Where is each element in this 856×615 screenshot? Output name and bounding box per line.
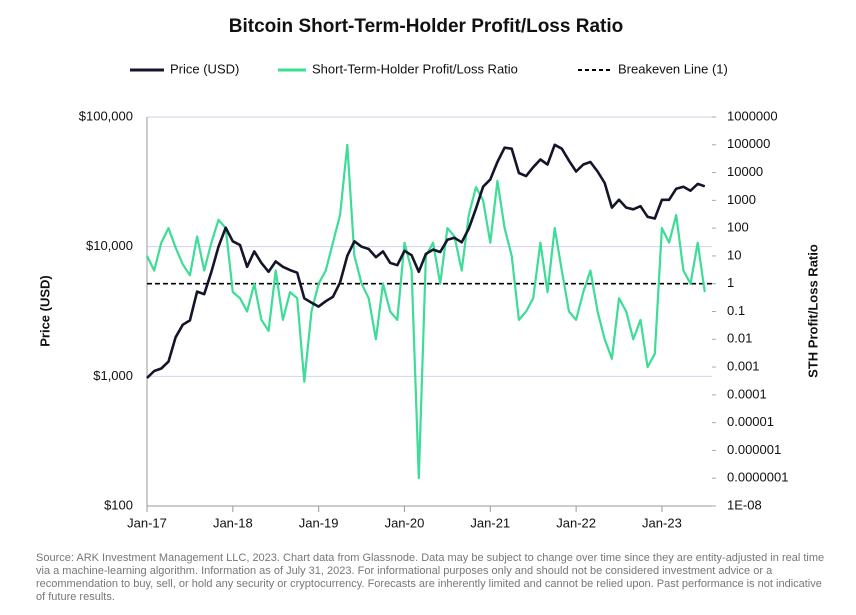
legend-label: Price (USD) (170, 61, 239, 76)
x-tick-label: Jan-19 (299, 515, 339, 530)
x-tick-label: Jan-23 (642, 515, 682, 530)
y2-tick-label: 0.01 (727, 331, 752, 346)
y2-tick-label: 1000 (727, 192, 756, 207)
y2-tick-label: 0.000001 (727, 442, 781, 457)
legend-label: Short-Term-Holder Profit/Loss Ratio (312, 61, 518, 76)
y2-tick-label: 0.00001 (727, 414, 774, 429)
chart: Bitcoin Short-Term-Holder Profit/Loss Ra… (37, 16, 820, 530)
y2-tick-label: 0.1 (727, 303, 745, 318)
legend-label: Breakeven Line (1) (618, 61, 728, 76)
x-tick-label: Jan-18 (213, 515, 253, 530)
x-tick-label: Jan-17 (127, 515, 167, 530)
chart-title: Bitcoin Short-Term-Holder Profit/Loss Ra… (229, 16, 623, 37)
y2-tick-label: 1000000 (727, 108, 778, 123)
source-note: Source: ARK Investment Management LLC, 2… (36, 552, 825, 603)
y2-tick-label: 1 (727, 275, 734, 290)
y2-tick-label: 0.0001 (727, 386, 767, 401)
series-line (146, 143, 706, 480)
y2-tick-label: 10000 (727, 164, 763, 179)
x-tick-label: Jan-21 (470, 515, 510, 530)
x-tick-label: Jan-22 (556, 515, 596, 530)
y2-tick-label: 0.001 (727, 359, 760, 374)
y2-tick-label: 100 (727, 220, 749, 235)
y2-tick-label: 100000 (727, 136, 770, 151)
y2-tick-label: 0.0000001 (727, 470, 788, 485)
y-tick-label: $1,000 (93, 368, 133, 383)
y-tick-label: $10,000 (86, 238, 133, 253)
y2-tick-label: 1E-08 (727, 497, 762, 512)
y2-tick-label: 10 (727, 247, 741, 262)
y-axis-title: Price (USD) (37, 275, 52, 347)
y-tick-label: $100,000 (79, 108, 133, 123)
y2-axis-title: STH Profit/Loss Ratio (805, 244, 820, 378)
y-tick-label: $100 (104, 497, 133, 512)
x-tick-label: Jan-20 (385, 515, 425, 530)
series-line (146, 143, 706, 379)
